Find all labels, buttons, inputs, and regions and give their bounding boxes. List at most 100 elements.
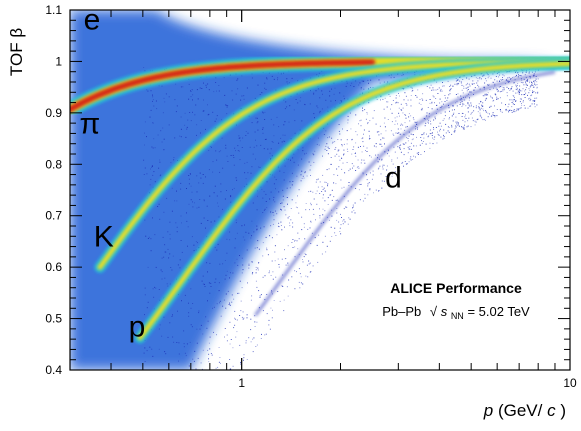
scatter-point [207, 349, 209, 351]
scatter-point [409, 120, 411, 122]
scatter-point [342, 128, 343, 130]
scatter-point [469, 97, 470, 99]
scatter-point [163, 256, 165, 258]
scatter-point [534, 80, 536, 82]
scatter-point [379, 158, 380, 160]
scatter-point [324, 200, 326, 202]
scatter-point [196, 191, 198, 193]
scatter-point [210, 221, 212, 223]
scatter-point [290, 95, 292, 97]
scatter-point [198, 182, 200, 184]
scatter-point [514, 111, 516, 113]
scatter-point [518, 74, 519, 76]
scatter-point [352, 167, 353, 169]
scatter-point [223, 77, 225, 79]
scatter-point [460, 95, 462, 97]
scatter-point [327, 110, 329, 112]
scatter-point [152, 100, 153, 102]
scatter-point [337, 199, 338, 201]
scatter-point [285, 214, 287, 216]
scatter-point [406, 104, 408, 106]
scatter-point [496, 88, 498, 90]
scatter-point [514, 97, 515, 99]
scatter-point [245, 342, 247, 344]
scatter-point [255, 117, 257, 119]
scatter-point [291, 172, 293, 174]
scatter-point [205, 316, 207, 318]
scatter-point [500, 79, 502, 80]
scatter-point [468, 78, 470, 80]
scatter-point [404, 114, 406, 116]
scatter-point [484, 118, 486, 120]
scatter-point [388, 94, 390, 95]
scatter-point [286, 106, 288, 108]
scatter-point [428, 120, 430, 122]
scatter-point [415, 122, 417, 124]
scatter-point [211, 354, 213, 356]
scatter-point [435, 127, 437, 128]
scatter-point [509, 89, 511, 91]
scatter-point [530, 85, 532, 87]
scatter-point [159, 175, 161, 177]
scatter-point [375, 143, 377, 145]
scatter-point [316, 190, 318, 192]
scatter-point [346, 80, 348, 82]
scatter-point [465, 105, 467, 107]
scatter-point [467, 125, 469, 127]
scatter-point [360, 87, 362, 89]
scatter-point [534, 106, 536, 108]
scatter-point [266, 78, 268, 80]
scatter-point [150, 178, 152, 180]
scatter-point [297, 248, 299, 250]
scatter-point [357, 146, 359, 148]
annotation-energy-symbol: s [441, 304, 448, 319]
scatter-point [310, 243, 312, 244]
scatter-point [262, 111, 263, 113]
scatter-point [238, 135, 240, 137]
scatter-point [372, 174, 374, 176]
scatter-point [388, 150, 389, 152]
scatter-point [282, 134, 284, 136]
scatter-point [332, 141, 334, 143]
scatter-point [158, 167, 160, 169]
scatter-point [537, 92, 539, 94]
scatter-point [370, 79, 372, 81]
scatter-point [524, 74, 526, 76]
scatter-point [295, 99, 297, 100]
scatter-point [287, 83, 289, 85]
scatter-point [338, 221, 340, 223]
scatter-point [364, 197, 366, 199]
scatter-point [406, 137, 408, 139]
scatter-point [420, 154, 422, 155]
scatter-point [421, 98, 423, 100]
scatter-point [413, 119, 415, 121]
scatter-point [192, 99, 193, 101]
scatter-point [361, 80, 363, 82]
scatter-point [240, 99, 242, 101]
scatter-point [237, 78, 239, 80]
scatter-point [515, 84, 517, 86]
scatter-point [222, 208, 223, 210]
scatter-point [521, 90, 523, 92]
scatter-point [387, 174, 389, 176]
scatter-point [288, 82, 290, 84]
scatter-point [244, 239, 246, 241]
scatter-point [436, 105, 437, 106]
scatter-point [394, 171, 396, 173]
scatter-point [178, 353, 180, 355]
scatter-point [339, 102, 341, 104]
annotation: ALICE Performance Pb–Pb √ s NN = 5.02 Te… [382, 280, 530, 321]
scatter-point [193, 250, 195, 252]
scatter-point [183, 330, 185, 332]
scatter-point [179, 259, 181, 261]
scatter-point [172, 255, 174, 257]
scatter-point [453, 112, 455, 114]
scatter-point [468, 104, 470, 106]
scatter-point [313, 154, 315, 156]
band-core [70, 59, 376, 113]
scatter-point [227, 161, 229, 162]
scatter-point [421, 109, 423, 111]
scatter-point [196, 89, 198, 91]
scatter-point [310, 271, 312, 273]
scatter-point [159, 218, 161, 220]
